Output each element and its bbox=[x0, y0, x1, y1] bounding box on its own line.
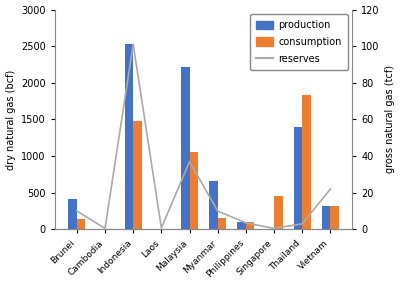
Bar bbox=[181, 67, 190, 229]
Y-axis label: gross natural gas (tcf): gross natural gas (tcf) bbox=[385, 66, 395, 174]
Bar bbox=[294, 127, 302, 229]
Legend: production, consumption, reserves: production, consumption, reserves bbox=[250, 15, 348, 70]
Y-axis label: dry natural gas (bcf): dry natural gas (bcf) bbox=[6, 69, 16, 170]
Bar bbox=[209, 181, 218, 229]
Bar bbox=[190, 152, 198, 229]
Bar bbox=[274, 196, 282, 229]
Bar bbox=[218, 218, 226, 229]
Bar bbox=[125, 44, 133, 229]
Bar bbox=[302, 95, 311, 229]
Bar bbox=[69, 199, 77, 229]
Bar bbox=[237, 222, 246, 229]
Bar bbox=[77, 219, 85, 229]
Bar bbox=[246, 222, 254, 229]
Bar bbox=[322, 205, 330, 229]
Bar bbox=[133, 121, 142, 229]
Bar bbox=[330, 206, 339, 229]
